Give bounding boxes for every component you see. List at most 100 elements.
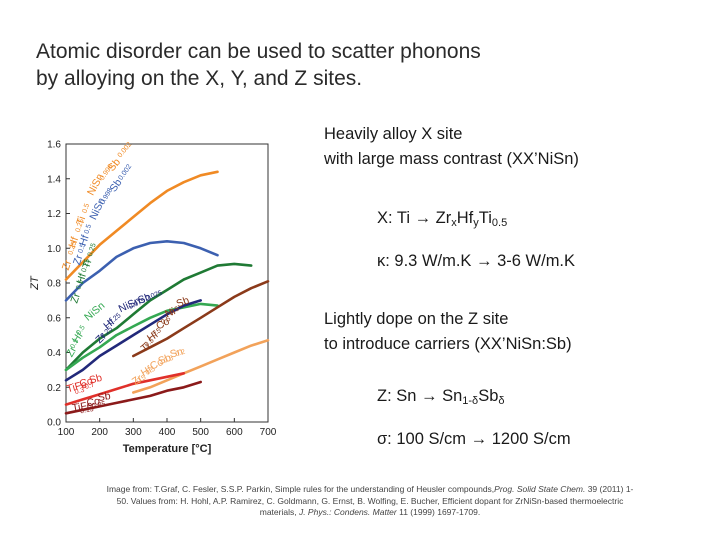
- series-label: Sb: [88, 372, 104, 387]
- caption-line-2: 50. Values from: H. Hohl, A.P. Ramirez, …: [52, 496, 688, 508]
- series-label: Hf: [77, 234, 92, 248]
- series-label-subscript: 0.5: [83, 223, 93, 235]
- series-line: [64, 262, 253, 372]
- caption-text: 50. Values from: H. Hohl, A.P. Ramirez, …: [116, 495, 624, 506]
- x-tick-label: 200: [91, 427, 108, 438]
- chart-ticks: 100 200 300 400 500 600 700 0.0 0.2 0.4 0.6 0.8 1.0 1…: [47, 140, 277, 439]
- series-label-subscript: 0.3: [74, 387, 85, 396]
- series-label: Sn: [169, 346, 185, 361]
- chart-series-labels: Zr0.25Hf0.25Ti0.5NiSn0.998Sb0.002Zr0.5Hf…: [60, 141, 191, 415]
- caption-text: materials,: [259, 507, 297, 517]
- x-sub-2: y: [473, 217, 479, 229]
- x-tick-label: 600: [226, 427, 243, 438]
- series-label: Ni: [163, 305, 177, 320]
- x-sub-1: x: [451, 217, 457, 229]
- x-sub-3: 0.5: [491, 217, 508, 229]
- dope-line-2: to introduce carriers (XX’NiSn:Sb): [324, 335, 572, 353]
- zt-temperature-chart: 100 200 300 400 500 600 700 0.0 0.2 0.4 0.6 0.8 1.0 1…: [29, 140, 277, 456]
- series-label-subscript: 0.8: [163, 355, 175, 365]
- y-tick-label: 0.8: [47, 279, 61, 290]
- series-line: [64, 240, 219, 302]
- series-label: TiFe: [71, 399, 94, 414]
- series-label: Sb: [136, 291, 152, 307]
- series-label: Hf: [66, 235, 81, 249]
- series-line: [64, 372, 186, 406]
- x-tick-label: 300: [125, 427, 142, 438]
- series-label-subscript: 0.15: [80, 406, 95, 415]
- kappa-text: κ: 9.3 W/m.K → 3-6 W/m.K: [377, 252, 576, 270]
- x-substitution-mid1: Hf: [456, 209, 474, 227]
- series-label-subscript: 0.7: [84, 382, 95, 391]
- series-label-subscript: 0.5: [75, 279, 85, 291]
- series-label: Ti: [80, 258, 94, 270]
- series-label-subscript: 0.25: [67, 241, 78, 256]
- caption-text: 39 (2011) 1-: [585, 484, 634, 494]
- z-substitution-prefix: Z: Sn → Sn: [377, 387, 463, 405]
- z-substitution: Z: Sn → Sn1-δSbδ: [377, 387, 505, 407]
- y-tick-label: 1.6: [47, 140, 61, 151]
- alloy-line-1: Heavily alloy X site: [324, 125, 463, 143]
- series-label-subscript: 0.5: [81, 203, 91, 215]
- series-label: Zr: [68, 291, 83, 305]
- series-label: Zr: [60, 258, 75, 272]
- series-line: [64, 380, 202, 415]
- y-tick-label: 1.0: [47, 244, 61, 255]
- series-label-subscript: 0.5: [160, 315, 172, 326]
- series-label-subscript: 0.5: [75, 324, 86, 336]
- series-line: [64, 299, 202, 382]
- slide-title: Atomic disorder can be used to scatter p…: [36, 38, 676, 92]
- y-tick-label: 0.2: [47, 383, 61, 394]
- alloy-line-2: with large mass contrast (XX’NiSn): [324, 150, 579, 168]
- series-line: [64, 302, 219, 372]
- x-substitution-prefix: X: Ti → Zr: [377, 209, 452, 227]
- series-label: Hf: [74, 272, 89, 286]
- caption-journal: J. Phys.: Condens. Matter: [298, 507, 397, 517]
- series-line: [132, 280, 270, 358]
- series-label: Sb: [157, 352, 173, 368]
- series-label-subscript: 0.5: [145, 366, 157, 377]
- series-label-subscript: 0.5: [69, 338, 80, 350]
- caption-line-1: Image from: T.Graf, C. Fesler, S.S.P. Pa…: [52, 484, 688, 496]
- series-label-subscript: 0.5: [144, 337, 156, 349]
- x-substitution-mid2: Ti: [478, 209, 492, 227]
- x-substitution: X: Ti → ZrxHfyTi0.5: [377, 209, 507, 229]
- series-label-subscript: 0.5: [136, 374, 148, 385]
- series-label-subscript: 0.25: [81, 258, 92, 273]
- sigma-text: σ: 100 S/cm → 1200 S/cm: [377, 430, 571, 448]
- series-label: Co: [86, 395, 101, 409]
- series-line: [64, 170, 219, 281]
- image-caption: Image from: T.Graf, C. Fesler, S.S.P. Pa…: [52, 484, 688, 519]
- x-tick-label: 700: [260, 427, 277, 438]
- series-label-subscript: 0.5: [151, 327, 163, 338]
- chart-series: [64, 170, 270, 415]
- series-label: Co: [154, 315, 172, 332]
- x-tick-label: 100: [58, 427, 75, 438]
- series-label: Ti: [74, 215, 88, 227]
- caption-journal: Prog. Solid State Chem.: [494, 484, 586, 494]
- z-substitution-mid: Sb: [478, 387, 499, 405]
- series-label: Sb: [175, 294, 191, 310]
- caption-text: 11 (1999) 1697-1709.: [396, 507, 481, 517]
- series-label: Zr: [71, 253, 86, 267]
- z-sub-1: 1-δ: [462, 395, 479, 407]
- series-label: Sb: [97, 390, 112, 404]
- x-tick-label: 500: [192, 427, 209, 438]
- caption-line-3: materials, J. Phys.: Condens. Matter 11 …: [52, 507, 688, 519]
- series-label-subscript: 0.25: [87, 242, 98, 257]
- y-tick-label: 0.6: [47, 313, 61, 324]
- series-label-subscript: 0.85: [91, 401, 106, 410]
- y-tick-label: 1.4: [47, 174, 61, 185]
- dope-line-1: Lightly dope on the Z site: [324, 310, 509, 328]
- y-tick-label: 0.4: [47, 348, 61, 359]
- series-label-subscript: 0.2: [175, 349, 186, 358]
- x-tick-label: 400: [159, 427, 176, 438]
- y-axis-label: ZT: [29, 275, 41, 291]
- y-tick-label: 1.2: [47, 209, 61, 220]
- series-label: Co: [148, 356, 165, 373]
- slide-title-line: Atomic disorder can be used to scatter p…: [36, 40, 481, 63]
- slide-title-line: by alloying on the X, Y, and Z sites.: [36, 67, 363, 90]
- z-sub-2: δ: [498, 395, 505, 407]
- series-label-subscript: 0.25: [75, 218, 86, 233]
- series-label-subscript: 0.5: [77, 243, 87, 255]
- series-label: TiFe: [65, 378, 88, 395]
